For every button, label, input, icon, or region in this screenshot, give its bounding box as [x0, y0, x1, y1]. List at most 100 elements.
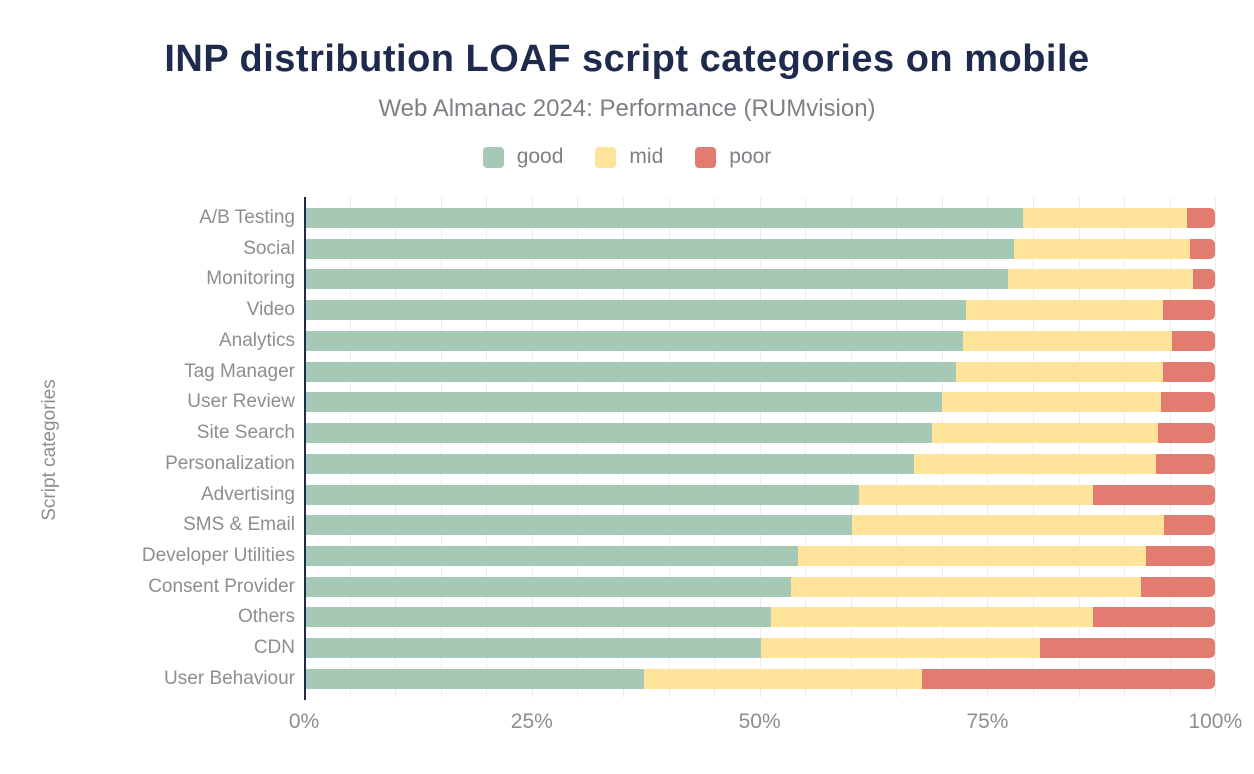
bar-row	[306, 361, 1216, 382]
chart-title: INP distribution LOAF script categories …	[164, 38, 1090, 80]
bar-segment-mid	[790, 576, 1141, 597]
bar-row	[306, 392, 1216, 413]
bar-segment-mid	[1014, 238, 1190, 259]
gridline	[486, 197, 488, 698]
legend-swatch-poor	[695, 146, 717, 168]
bar-row	[306, 484, 1216, 505]
bar-row	[306, 269, 1216, 290]
bar-segment-poor	[1158, 423, 1216, 444]
gridline	[1124, 197, 1126, 698]
bar-segment-mid	[1007, 269, 1194, 290]
category-label: Advertising	[201, 483, 295, 505]
bar-segment-poor	[1193, 269, 1216, 290]
bar-segment-mid	[966, 300, 1164, 321]
bar-segment-mid	[1022, 208, 1188, 228]
x-tick-label: 75%	[966, 710, 1009, 733]
gridline	[941, 197, 943, 698]
bar-row	[306, 208, 1216, 228]
legend-item-poor: poor	[695, 145, 771, 169]
bar-segment-poor	[1164, 515, 1216, 536]
bar-segment-mid	[931, 423, 1158, 444]
gridline	[850, 197, 852, 698]
category-label: Consent Provider	[148, 575, 295, 597]
category-label: SMS & Email	[183, 514, 295, 536]
x-tick-label: 50%	[738, 710, 781, 733]
category-label: Tag Manager	[184, 360, 295, 382]
bar-segment-poor	[921, 668, 1216, 689]
bar-segment-poor	[1039, 638, 1216, 659]
bar-segment-poor	[1163, 300, 1216, 321]
bar-segment-mid	[797, 546, 1147, 567]
legend: good mid poor	[0, 145, 1254, 169]
bar-segment-mid	[962, 330, 1172, 351]
bar-segment-good	[306, 576, 791, 597]
bar-segment-mid	[644, 668, 922, 689]
category-label: Developer Utilities	[141, 545, 295, 567]
bar-row	[306, 423, 1216, 444]
bar-segment-good	[306, 453, 915, 474]
legend-item-good: good	[482, 145, 564, 169]
bar-segment-good	[306, 546, 798, 567]
bar-segment-poor	[1092, 607, 1216, 628]
bar-segment-mid	[941, 392, 1161, 413]
gridline	[349, 197, 351, 698]
bar-segment-mid	[858, 484, 1093, 505]
category-label: Personalization	[165, 452, 295, 474]
bar-segment-poor	[1162, 361, 1216, 382]
bar-segment-mid	[760, 638, 1040, 659]
gridline	[896, 197, 898, 698]
legend-label: good	[516, 145, 564, 168]
category-label: User Review	[187, 391, 295, 413]
bar-row	[306, 607, 1216, 628]
bar-segment-good	[306, 638, 761, 659]
gridline	[531, 197, 533, 698]
bar-segment-good	[306, 361, 957, 382]
category-label: Analytics	[218, 329, 295, 351]
gridline	[668, 197, 670, 698]
bar-row	[306, 576, 1216, 597]
bar-segment-mid	[956, 361, 1163, 382]
bar-row	[306, 300, 1216, 321]
category-label: A/B Testing	[199, 207, 295, 228]
bar-segment-poor	[1189, 238, 1216, 259]
bar-row	[306, 546, 1216, 567]
gridline	[1033, 197, 1035, 698]
bar-segment-poor	[1092, 484, 1216, 505]
gridline	[1169, 197, 1171, 698]
gridline	[805, 197, 807, 698]
category-label: Social	[243, 237, 295, 259]
gridline	[759, 197, 761, 698]
category-label: Video	[246, 299, 295, 321]
legend-label: mid	[629, 145, 664, 168]
bar-segment-good	[306, 515, 853, 536]
bar-segment-poor	[1140, 576, 1216, 597]
bar-segment-good	[306, 392, 942, 413]
category-label: CDN	[253, 637, 295, 659]
gridline	[987, 197, 989, 698]
bar-segment-good	[306, 269, 1008, 290]
bar-row	[306, 453, 1216, 474]
bar-row	[306, 515, 1216, 536]
bar-segment-good	[306, 238, 1015, 259]
bar-row	[306, 668, 1216, 689]
bar-segment-good	[306, 607, 771, 628]
x-tick-label: 25%	[510, 710, 553, 733]
bar-segment-poor	[1156, 453, 1216, 474]
bar-segment-poor	[1171, 330, 1216, 351]
category-label: User Behaviour	[164, 667, 295, 689]
chart-subtitle: Web Almanac 2024: Performance (RUMvision…	[378, 95, 876, 122]
bar-segment-good	[306, 208, 1023, 228]
bar-segment-mid	[770, 607, 1093, 628]
bar-segment-good	[306, 330, 963, 351]
bar-segment-mid	[914, 453, 1157, 474]
bar-segment-poor	[1146, 546, 1216, 567]
gridline	[622, 197, 624, 698]
gridline	[1215, 197, 1217, 698]
y-axis-line	[304, 197, 306, 700]
gridline	[1078, 197, 1080, 698]
gridline	[440, 197, 442, 698]
bar-row	[306, 238, 1216, 259]
bar-segment-good	[306, 668, 645, 689]
